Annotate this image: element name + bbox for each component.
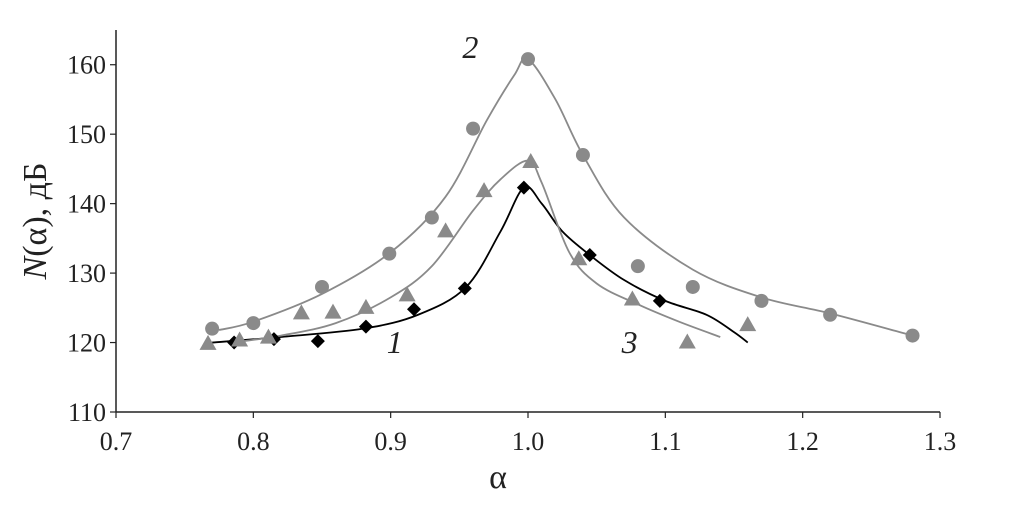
marker-circle-series-2 bbox=[521, 52, 535, 67]
marker-diamond-series-1 bbox=[582, 248, 597, 263]
marker-triangle-series-3 bbox=[739, 316, 757, 332]
curve-label-3: 3 bbox=[621, 324, 638, 360]
y-tick-label: 150 bbox=[67, 120, 106, 149]
x-axis-title: α bbox=[489, 459, 507, 496]
marker-circle-series-2 bbox=[424, 210, 439, 225]
marker-triangle-series-3 bbox=[623, 290, 641, 306]
curve-labels: 1 2 3 bbox=[387, 29, 638, 360]
marker-diamond-series-1 bbox=[310, 334, 325, 349]
marker-triangle-series-3 bbox=[357, 298, 375, 314]
marker-triangle-series-3 bbox=[522, 152, 540, 168]
y-tick-label: 120 bbox=[67, 329, 106, 358]
marker-triangle-series-3 bbox=[199, 334, 217, 350]
marker-diamond-series-1 bbox=[407, 302, 422, 317]
marker-triangle-series-3 bbox=[292, 304, 310, 320]
y-tick-label: 160 bbox=[67, 51, 106, 80]
fit-curve-1 bbox=[212, 185, 749, 344]
marker-triangle-series-3 bbox=[678, 333, 696, 349]
curve-label-2: 2 bbox=[462, 29, 478, 65]
x-tick-label: 0.8 bbox=[237, 427, 270, 456]
marker-circle-series-2 bbox=[685, 279, 700, 294]
marker-triangle-series-3 bbox=[259, 328, 277, 344]
fit-curve-2 bbox=[218, 57, 913, 337]
y-tick-label: 130 bbox=[67, 259, 106, 288]
x-tick-label: 0.7 bbox=[100, 427, 133, 456]
marker-circle-series-2 bbox=[382, 246, 397, 261]
y-axis-title: N(α), дБ bbox=[17, 163, 54, 281]
marker-circle-series-2 bbox=[315, 279, 329, 294]
marker-diamond-series-1 bbox=[358, 319, 373, 334]
marker-diamond-series-1 bbox=[516, 180, 531, 195]
marker-triangle-series-3 bbox=[231, 331, 249, 347]
marker-triangle-series-3 bbox=[475, 182, 493, 198]
x-tick-label: 1.3 bbox=[924, 427, 957, 456]
x-tick-label: 0.9 bbox=[374, 427, 407, 456]
y-tick-label: 110 bbox=[68, 398, 106, 427]
fit-curves bbox=[212, 57, 913, 344]
data-markers bbox=[199, 52, 920, 350]
marker-triangle-series-3 bbox=[437, 222, 455, 238]
x-tick-label: 1.1 bbox=[649, 427, 682, 456]
marker-circle-series-2 bbox=[246, 316, 261, 331]
marker-triangle-series-3 bbox=[324, 303, 342, 319]
marker-triangle-series-3 bbox=[570, 250, 588, 266]
curve-label-1: 1 bbox=[387, 324, 403, 360]
marker-circle-series-2 bbox=[575, 148, 590, 163]
marker-circle-series-2 bbox=[466, 121, 481, 136]
marker-diamond-series-1 bbox=[652, 293, 667, 308]
marker-circle-series-2 bbox=[754, 293, 769, 308]
marker-diamond-series-1 bbox=[457, 281, 472, 296]
y-axis-title-unit: (α), дБ bbox=[17, 163, 54, 257]
marker-circle-series-2 bbox=[205, 321, 220, 336]
marker-triangle-series-3 bbox=[398, 286, 416, 302]
marker-circle-series-2 bbox=[905, 328, 920, 343]
axes: 0.7 0.8 0.9 1.0 1.1 1.2 1.3 110 120 130 140 150 160 α… bbox=[17, 30, 956, 496]
y-tick-label: 140 bbox=[67, 190, 106, 219]
marker-circle-series-2 bbox=[630, 259, 645, 274]
y-axis-title-symbol: N bbox=[17, 254, 54, 280]
x-tick-label: 1.0 bbox=[512, 427, 545, 456]
marker-circle-series-2 bbox=[823, 307, 838, 322]
x-tick-label: 1.2 bbox=[786, 427, 819, 456]
